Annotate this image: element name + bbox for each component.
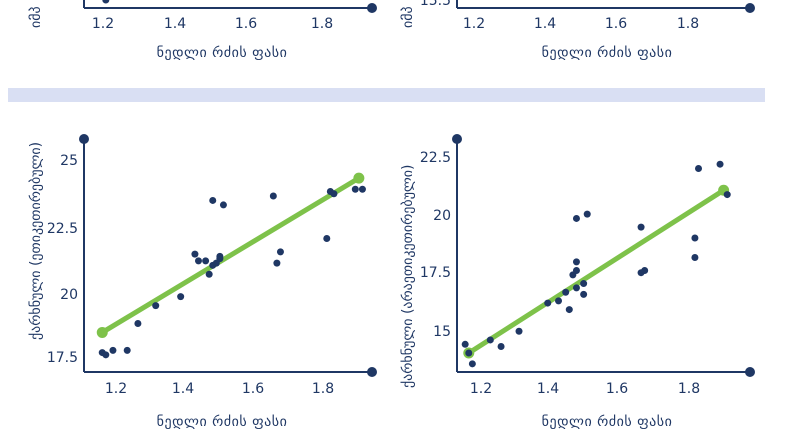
- chart-2-x-axis-end: [745, 3, 755, 13]
- chart-3-point: [323, 234, 331, 242]
- chart-4-y-tick-0: 15: [433, 324, 451, 340]
- chart-3-point: [351, 185, 359, 193]
- chart-4-point: [572, 267, 580, 275]
- chart-4-point: [461, 340, 469, 348]
- chart-4-y-tick-3: 22.5: [420, 150, 451, 166]
- chart-4-point: [572, 284, 580, 292]
- chart-3-y-tick-0: 17.5: [47, 350, 78, 366]
- chart-3-point: [177, 293, 185, 301]
- chart-1-x-tick-0: 1.2: [92, 16, 114, 32]
- chart-3-point: [216, 252, 224, 260]
- chart-1-y-label: იმპ: [28, 6, 44, 28]
- section-divider: [8, 88, 765, 102]
- chart-4-point: [515, 327, 523, 335]
- chart-3-point: [358, 185, 366, 193]
- chart-3-x-tick-3: 1.8: [312, 381, 334, 397]
- chart-4-point: [468, 360, 476, 368]
- chart-4-point: [637, 223, 645, 231]
- chart-4-point: [583, 210, 591, 218]
- chart-3-point: [109, 346, 117, 354]
- chart-3-y-tick-3: 25: [60, 153, 78, 169]
- chart-1-x-label: ნედლი რძის ფასი: [156, 45, 288, 61]
- chart-4-point: [580, 290, 588, 298]
- chart-2-y-tick-0: 15.5: [420, 0, 451, 9]
- chart-3-point: [152, 302, 160, 310]
- chart-3-point: [276, 248, 284, 256]
- chart-4-point: [555, 297, 563, 305]
- chart-3-point: [202, 257, 210, 265]
- chart-3-point: [269, 192, 277, 200]
- chart-3-x-label: ნედლი რძის ფასი: [156, 414, 288, 430]
- chart-2-x-tick-3: 1.8: [677, 16, 699, 32]
- chart-4-x-tick-3: 1.8: [678, 381, 700, 397]
- chart-3-trendline-start: [96, 326, 108, 338]
- chart-4-x-tick-0: 1.2: [470, 381, 492, 397]
- chart-3-point: [102, 351, 110, 359]
- chart-3-point: [219, 201, 227, 209]
- chart-2-x-tick-1: 1.4: [534, 16, 556, 32]
- chart-3-y-axis-end: [79, 134, 89, 144]
- chart-3-y-label: ქარხნული (ეთიკეთირებული): [28, 141, 44, 340]
- chart-3-trendline: [99, 175, 362, 335]
- chart-2-y-label: იმპ: [400, 6, 416, 28]
- chart-4-point: [723, 191, 731, 199]
- chart-1-point: [102, 0, 110, 4]
- chart-4-point: [637, 269, 645, 277]
- chart-4-x-label: ნედლი რძის ფასი: [541, 414, 673, 430]
- chart-3-point: [123, 346, 131, 354]
- chart-4-point: [580, 280, 588, 288]
- chart-4-point: [716, 160, 724, 168]
- chart-3-point: [209, 196, 217, 204]
- chart-1-x-tick-1: 1.4: [164, 16, 186, 32]
- chart-4-point: [572, 214, 580, 222]
- chart-3-y-tick-2: 22.5: [47, 221, 78, 237]
- chart-4-y-tick-2: 20: [433, 208, 451, 224]
- chart-4-point: [497, 342, 505, 350]
- chart-4-point: [486, 336, 494, 344]
- chart-4-point: [562, 288, 570, 296]
- chart-4-y-axis-end: [452, 134, 462, 144]
- chart-1-x-tick-3: 1.8: [311, 16, 333, 32]
- chart-4-x-tick-1: 1.4: [537, 381, 559, 397]
- chart-4-point: [691, 254, 699, 261]
- chart-2-x-label: ნედლი რძის ფასი: [541, 45, 673, 61]
- chart-2-x-tick-0: 1.2: [463, 16, 485, 32]
- chart-3-point: [194, 257, 202, 265]
- chart-4-y-tick-1: 17.5: [420, 265, 451, 281]
- chart-3-x-tick-2: 1.6: [242, 381, 264, 397]
- chart-3-point: [273, 259, 281, 267]
- chart-3-point: [205, 270, 213, 278]
- chart-3-point: [134, 319, 142, 327]
- chart-4-x-tick-2: 1.6: [606, 381, 628, 397]
- chart-3-x-axis-end: [367, 367, 377, 377]
- chart-4-point: [565, 306, 573, 314]
- chart-3-x-tick-0: 1.2: [105, 381, 127, 397]
- chart-4-x-axis-end: [745, 367, 755, 377]
- chart-4-y-label: ქარხნული (არაეთიკეთირებული): [400, 164, 416, 389]
- chart-2-x-tick-2: 1.6: [605, 16, 627, 32]
- chart-4-point: [691, 234, 699, 242]
- chart-1-x-tick-2: 1.6: [235, 16, 257, 32]
- chart-4-point: [544, 299, 552, 307]
- chart-4-point: [572, 258, 580, 266]
- chart-3-trendline-end: [353, 172, 365, 184]
- chart-1-x-axis-end: [367, 3, 377, 13]
- chart-3-y-tick-1: 20: [60, 287, 78, 303]
- chart-4-point: [695, 165, 703, 173]
- chart-3-point: [330, 190, 338, 198]
- chart-4-point: [465, 349, 473, 357]
- chart-3-x-tick-1: 1.4: [172, 381, 194, 397]
- chart-3-point: [191, 250, 199, 258]
- chart-4-trendline: [466, 187, 727, 356]
